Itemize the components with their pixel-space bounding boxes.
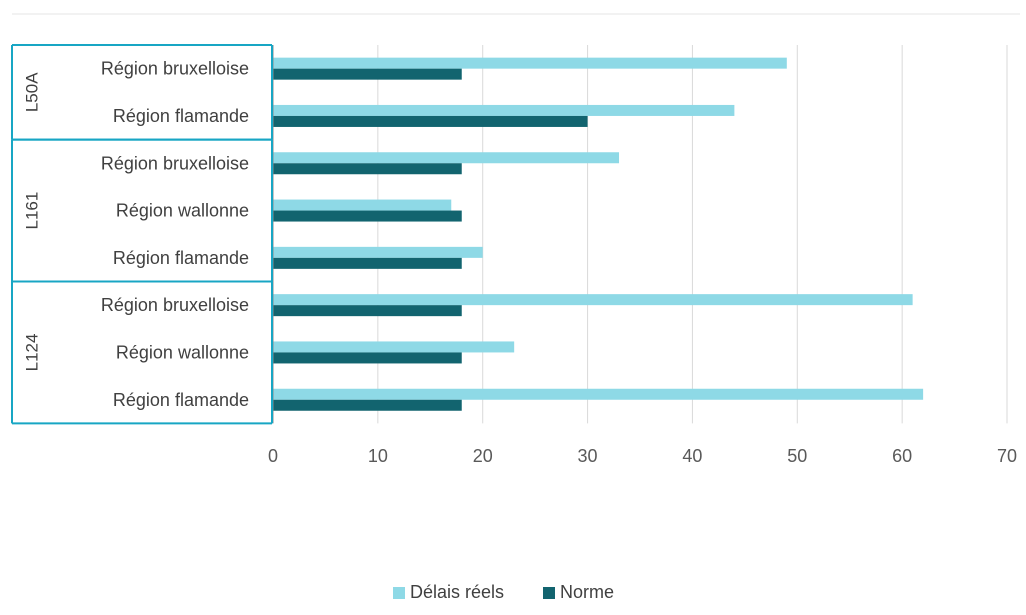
bar-norme bbox=[273, 115, 588, 127]
legend: Délais réels Norme bbox=[393, 582, 614, 602]
x-tick-label: 20 bbox=[473, 446, 493, 466]
bar-delais-reels bbox=[273, 104, 735, 116]
bar-norme bbox=[273, 257, 462, 269]
group-label: L161 bbox=[22, 192, 41, 230]
category-label: Région flamande bbox=[113, 390, 249, 410]
bar-norme bbox=[273, 305, 462, 317]
bar-delais-reels bbox=[273, 388, 924, 400]
x-tick-label: 10 bbox=[368, 446, 388, 466]
bar-delais-reels bbox=[273, 57, 787, 69]
bar-norme bbox=[273, 163, 462, 175]
group-label: L50A bbox=[22, 72, 41, 112]
legend-label: Délais réels bbox=[410, 582, 504, 602]
category-label: Région flamande bbox=[113, 248, 249, 268]
legend-swatch bbox=[543, 587, 555, 599]
x-tick-label: 50 bbox=[787, 446, 807, 466]
legend-swatch bbox=[393, 587, 405, 599]
x-tick-label: 60 bbox=[892, 446, 912, 466]
category-label: Région bruxelloise bbox=[101, 153, 249, 173]
x-axis-tick-labels: 0 10 20 30 40 50 60 70 bbox=[268, 446, 1017, 466]
bar-norme bbox=[273, 210, 462, 222]
bar-delais-reels bbox=[273, 246, 483, 258]
bar-delais-reels bbox=[273, 152, 620, 164]
category-label: Région wallonne bbox=[116, 342, 249, 362]
category-labels: L50A Région bruxelloise Région flamande L16… bbox=[22, 59, 249, 410]
category-label: Région flamande bbox=[113, 106, 249, 126]
bar-delais-reels bbox=[273, 341, 515, 353]
category-label: Région bruxelloise bbox=[101, 59, 249, 79]
legend-label: Norme bbox=[560, 582, 614, 602]
bar-norme bbox=[273, 68, 462, 80]
x-tick-label: 40 bbox=[682, 446, 702, 466]
category-group-frames bbox=[11, 44, 273, 425]
x-tick-label: 0 bbox=[268, 446, 278, 466]
group-label: L124 bbox=[22, 334, 41, 372]
bar-delais-reels bbox=[273, 294, 913, 306]
x-tick-label: 70 bbox=[997, 446, 1017, 466]
category-label: Région bruxelloise bbox=[101, 295, 249, 315]
bar-norme bbox=[273, 399, 462, 411]
bars bbox=[273, 57, 924, 411]
x-tick-label: 30 bbox=[578, 446, 598, 466]
category-label: Région wallonne bbox=[116, 201, 249, 221]
bar-norme bbox=[273, 352, 462, 364]
bar-delais-reels bbox=[273, 199, 452, 211]
